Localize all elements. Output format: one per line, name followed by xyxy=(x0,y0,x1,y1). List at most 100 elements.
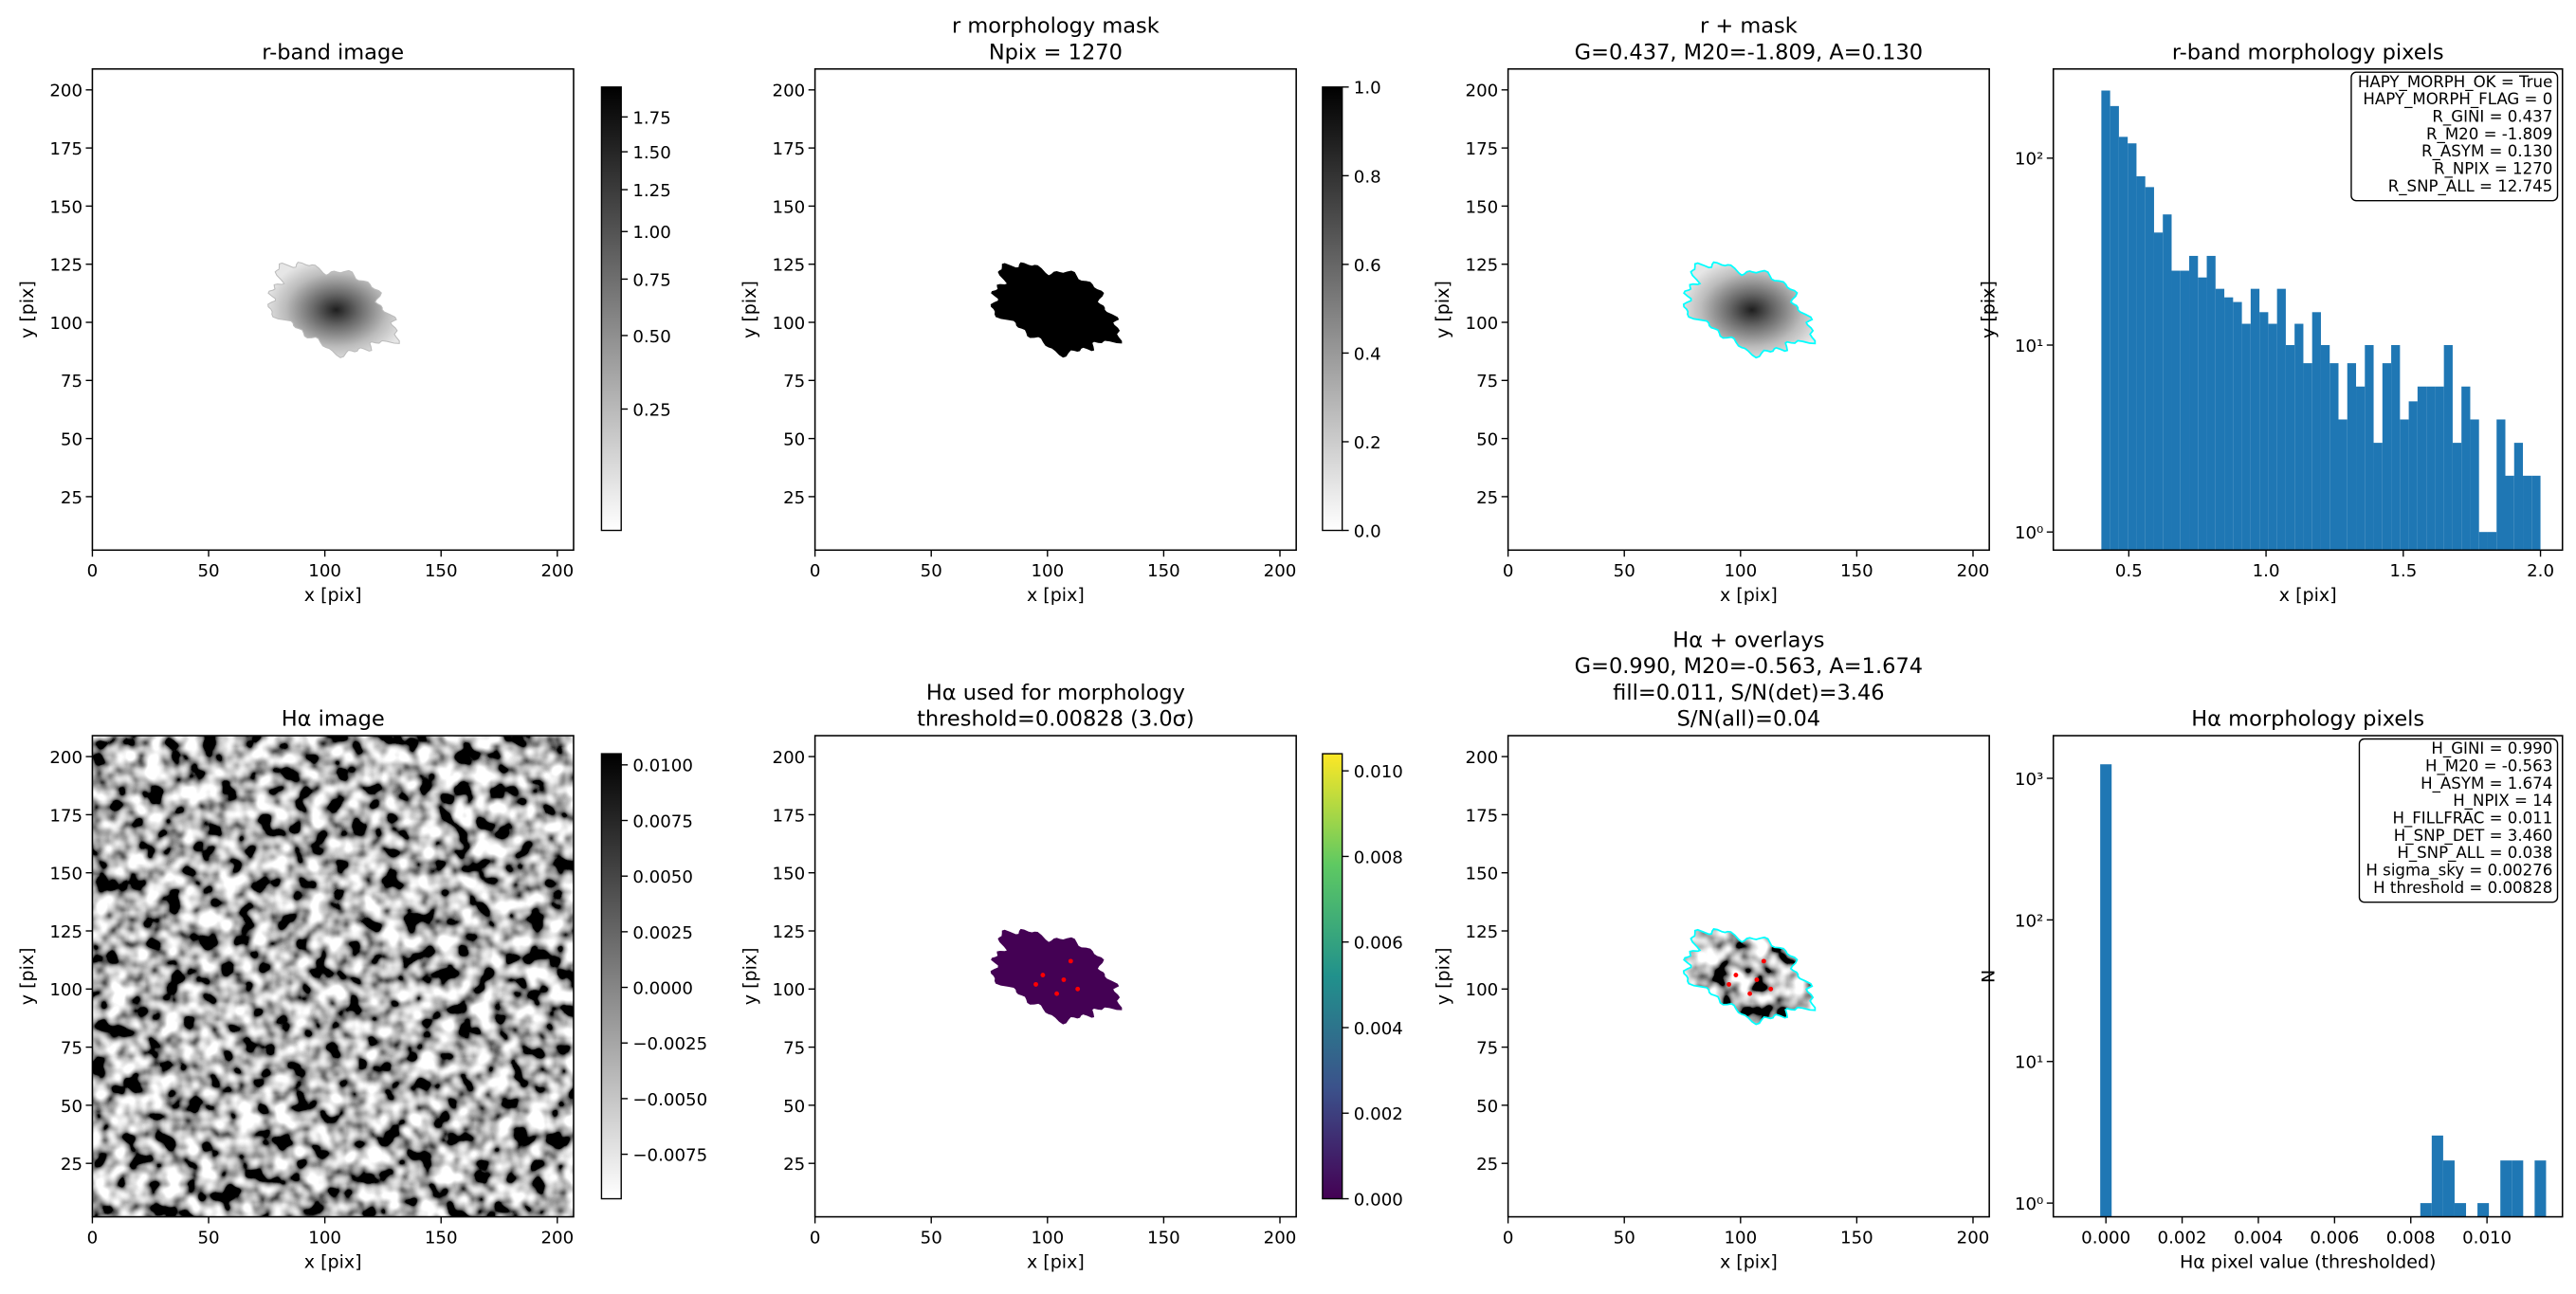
y-axis-label: y [pix] xyxy=(740,947,760,1005)
y-tick-label: 175 xyxy=(1466,139,1499,159)
histogram-bar xyxy=(2338,419,2348,551)
panel: 0 50 100 150 200 25 50 75 100 125 150 175 200 x [pix]… xyxy=(17,707,707,1273)
annotation-line: HAPY_MORPH_OK = True xyxy=(2358,73,2552,92)
detected-pixel xyxy=(1761,958,1766,964)
annotation-line: H_GINI = 0.990 xyxy=(2431,739,2552,758)
plot-area xyxy=(1682,261,1817,359)
y-axis-label: y [pix] xyxy=(17,281,38,338)
annotation-box xyxy=(2350,71,2559,202)
histogram-bar xyxy=(2487,532,2497,551)
colorbar-tick-label: 0.0000 xyxy=(632,978,693,998)
colorbar-tick-label: 0.50 xyxy=(632,327,670,347)
histogram-bar xyxy=(2180,270,2190,551)
x-tick-label: 200 xyxy=(1957,1228,1990,1248)
histogram-bar xyxy=(2477,1203,2490,1217)
y-tick-label: 10¹ xyxy=(2015,1053,2043,1073)
panel-title: r-band morphology pixels xyxy=(2172,40,2444,64)
histogram-bar xyxy=(2294,323,2304,551)
y-tick-label: 75 xyxy=(783,372,805,392)
detected-pixel xyxy=(1768,986,1774,992)
y-tick-label: 25 xyxy=(783,1155,805,1175)
panel-title: G=0.990, M20=-0.563, A=1.674 xyxy=(1575,654,1923,679)
x-tick-label: 200 xyxy=(1264,561,1297,581)
y-axis-label: y [pix] xyxy=(1433,281,1453,338)
x-tick-label: 50 xyxy=(921,1228,942,1248)
x-tick-label: 150 xyxy=(425,1228,458,1248)
panel-title: r morphology mask xyxy=(952,14,1160,39)
panel: 0 50 100 150 200 25 50 75 100 125 150 175 200 x [pix]… xyxy=(17,40,671,606)
histogram-bar xyxy=(2259,312,2269,551)
x-tick-label: 1.0 xyxy=(2253,561,2280,581)
panel: 0.5 1.0 1.5 2.0 10⁰ 10¹ 10² x [pix] y [pix] r-ban… xyxy=(1978,40,2564,606)
panel: 0 50 100 150 200 25 50 75 100 125 150 175 200 x [pix]… xyxy=(740,14,1380,606)
y-tick-label: 150 xyxy=(49,197,82,217)
y-tick-label: 75 xyxy=(1476,372,1498,392)
y-tick-label: 10¹ xyxy=(2015,337,2043,356)
histogram-bar xyxy=(2110,105,2119,551)
y-tick-label: 200 xyxy=(773,748,806,768)
histogram-bar xyxy=(2100,764,2112,1217)
histogram-bar xyxy=(2250,288,2260,551)
colorbar-tick-label: 1.25 xyxy=(632,181,670,201)
x-tick-label: 100 xyxy=(1031,1228,1064,1248)
colorbar-tick-label: 0.004 xyxy=(1354,1019,1403,1039)
mask-contour xyxy=(1682,261,1817,359)
y-tick-label: 50 xyxy=(783,430,805,450)
histogram-bar xyxy=(2136,175,2146,551)
y-tick-label: 175 xyxy=(773,139,806,159)
annotation-line: H_SNP_ALL = 0.038 xyxy=(2397,844,2552,863)
histogram-bar xyxy=(2443,345,2453,551)
histogram-bar xyxy=(2470,419,2479,551)
y-tick-label: 25 xyxy=(783,488,805,508)
detected-pixel xyxy=(1040,973,1046,978)
panel-title: r + mask xyxy=(1700,14,1798,39)
histogram-bar xyxy=(2496,419,2506,551)
panel-title: threshold=0.00828 (3.0σ) xyxy=(917,707,1195,732)
histogram-bar xyxy=(2442,1160,2455,1217)
histogram-bar xyxy=(2382,363,2392,551)
x-tick-label: 150 xyxy=(1840,1228,1873,1248)
y-tick-label: 75 xyxy=(1476,1039,1498,1059)
y-tick-label: 200 xyxy=(49,748,82,768)
histogram-bar xyxy=(2101,90,2110,551)
y-tick-label: 200 xyxy=(49,82,82,101)
y-tick-label: 50 xyxy=(61,1097,82,1117)
histogram-bar xyxy=(2215,288,2225,551)
y-tick-label: 50 xyxy=(1476,430,1498,450)
annotation-line: H_SNP_DET = 3.460 xyxy=(2394,827,2553,846)
y-tick-label: 100 xyxy=(1466,980,1499,1000)
colorbar-tick-label: 1.00 xyxy=(632,223,670,243)
detected-pixel xyxy=(1054,991,1060,996)
y-tick-label: 75 xyxy=(61,372,82,392)
histogram-bar xyxy=(2400,419,2409,551)
histogram-bar xyxy=(2320,345,2330,551)
axes-frame xyxy=(91,735,575,1218)
annotation-line: H_M20 = -0.563 xyxy=(2425,756,2552,775)
x-tick-label: 100 xyxy=(1031,561,1064,581)
y-axis-label: y [pix] xyxy=(1978,281,1999,338)
x-tick-label: 0.002 xyxy=(2158,1228,2207,1248)
histogram-bar xyxy=(2224,297,2234,551)
annotation-line: R_NPIX = 1270 xyxy=(2434,160,2552,179)
x-tick-label: 0.5 xyxy=(2115,561,2143,581)
axes-frame xyxy=(91,67,575,552)
x-tick-label: 150 xyxy=(1147,561,1180,581)
x-tick-label: 0.000 xyxy=(2081,1228,2130,1248)
y-tick-label: 10⁰ xyxy=(2015,523,2043,543)
colorbar-tick-label: 0.4 xyxy=(1354,344,1381,364)
y-tick-label: 50 xyxy=(783,1097,805,1117)
annotation-line: H_FILLFRAC = 0.011 xyxy=(2392,810,2552,829)
y-tick-label: 50 xyxy=(61,430,82,450)
y-tick-label: 25 xyxy=(1476,488,1498,508)
y-tick-label: 25 xyxy=(1476,1155,1498,1175)
x-axis-label: x [pix] xyxy=(304,1251,362,1272)
detected-pixel xyxy=(1754,977,1760,982)
y-tick-label: 175 xyxy=(1466,806,1499,826)
y-tick-label: 150 xyxy=(1466,197,1499,217)
x-axis-label: x [pix] xyxy=(1720,585,1778,606)
histogram-bar xyxy=(2512,1160,2524,1217)
annotation-line: R_M20 = -1.809 xyxy=(2426,125,2552,144)
histogram-bar xyxy=(2373,443,2383,551)
histogram-bar xyxy=(2513,443,2524,551)
axes-frame xyxy=(1507,735,1990,1218)
